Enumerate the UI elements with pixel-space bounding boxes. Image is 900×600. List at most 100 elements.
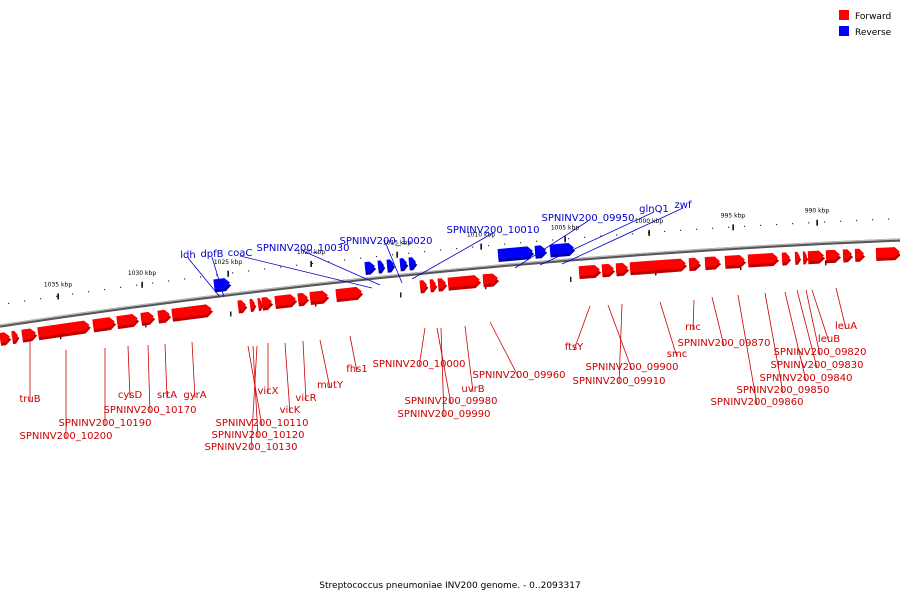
label-connector (764, 292, 784, 394)
gene-label: ldh (180, 250, 195, 261)
scale-dot (856, 219, 858, 222)
forward-gene (437, 278, 448, 292)
forward-gene (257, 297, 264, 312)
label-connector (385, 243, 403, 284)
scale-dot (392, 254, 394, 256)
gene-label: SPNINV200_09990 (397, 409, 490, 420)
gene-label: SPNINV200_10010 (446, 225, 539, 236)
label-connector (489, 321, 520, 379)
gene-label: ftsY (565, 342, 584, 353)
reverse-gene (549, 243, 576, 258)
gene-label: SPNINV200_09830 (770, 360, 863, 371)
gene-label: vicK (280, 405, 301, 416)
label-connector (784, 291, 807, 382)
scale-tick (480, 243, 482, 250)
forward-gene (419, 280, 429, 294)
scale-dot (360, 257, 362, 259)
gene-label: SPNINV200_09850 (736, 385, 829, 396)
reverse-gene (399, 258, 409, 272)
scale-dot (152, 282, 154, 284)
label-connector (464, 325, 474, 393)
scale-dot (520, 242, 522, 244)
label-connector (187, 257, 221, 298)
scale-dot (568, 238, 570, 240)
forward-gene (578, 264, 602, 280)
legend-swatch-reverse (839, 26, 849, 36)
scale-dot (776, 223, 778, 226)
gene-label: SPNINV200_09910 (572, 376, 665, 387)
label-connector (284, 342, 291, 414)
gene-label: vicR (295, 393, 316, 404)
gene-label: SPNINV200_10110 (215, 418, 308, 429)
label-connector (561, 207, 684, 265)
scale-dot (504, 243, 506, 245)
scale-tick-label: 990 kbp (805, 208, 830, 215)
gene-label: SPNINV200_10200 (19, 431, 112, 442)
gene-label: SPNINV200_10190 (58, 418, 151, 429)
scale-dot (456, 247, 458, 250)
forward-gene (747, 253, 780, 268)
scale-tick (396, 251, 398, 258)
label-connector (252, 345, 259, 439)
gene-label: smc (667, 349, 687, 360)
forward-gene (116, 314, 140, 330)
forward-gene (237, 300, 248, 314)
label-connector (811, 289, 830, 343)
gene-label: uvrB (461, 384, 484, 395)
scale-dot (24, 300, 26, 302)
scale-dot (664, 230, 666, 233)
label-connector (573, 305, 591, 351)
forward-gene (447, 275, 482, 291)
forward-gene (781, 252, 792, 266)
label-connector (319, 339, 331, 389)
scale-dot (56, 295, 58, 297)
legend-label-reverse: Reverse (855, 28, 892, 38)
gene-label: SPNINV200_10130 (204, 442, 297, 453)
genome-backbone (0, 238, 900, 328)
scale-dot (376, 255, 378, 258)
gene-label: truB (19, 394, 40, 405)
scale-tick (141, 281, 143, 288)
label-connector (349, 335, 358, 373)
gene-label: mutY (317, 380, 344, 391)
scale-dot (808, 222, 810, 224)
scale-dot (680, 229, 682, 231)
reverse-gene (377, 260, 386, 274)
scale-dot (280, 266, 282, 268)
label-connector (436, 327, 452, 405)
forward-gene (92, 317, 117, 333)
scale-dot (440, 249, 442, 251)
scale-dot (200, 276, 202, 278)
scale-tick-label: 1025 kbp (214, 259, 242, 266)
forward-gene (309, 290, 330, 306)
forward-gene (140, 311, 156, 326)
label-connector (302, 250, 381, 286)
label-connector (411, 232, 494, 280)
gene-label: cysD (118, 390, 143, 401)
label-connector (239, 255, 373, 289)
forward-gene (615, 262, 630, 277)
scale-ticks: 1035 kbp 1030 kbp 1025 kbp 1020 kbp 1015 kbp… (8, 208, 890, 340)
scale-dot (600, 235, 602, 237)
scale-dot (712, 227, 714, 229)
scale-dot (344, 259, 346, 261)
label-connector (607, 304, 633, 371)
scale-tick-lower (230, 311, 232, 317)
forward-gene (825, 249, 842, 264)
forward-gene (21, 328, 38, 343)
gene-label: leuA (835, 321, 857, 332)
reverse-gene (408, 257, 418, 271)
label-connector (147, 344, 151, 414)
forward-gene (171, 304, 214, 322)
scale-tick (816, 219, 818, 226)
forward-gene (157, 309, 172, 324)
label-connector (164, 343, 168, 399)
gene-label: srtA (157, 390, 177, 401)
scale-dot (472, 246, 474, 248)
scale-dot (840, 220, 842, 222)
gene-label: vicX (257, 386, 278, 397)
label-connector (191, 341, 196, 399)
scale-dot (744, 225, 746, 227)
gene-label: SPNINV200_09820 (773, 347, 866, 358)
